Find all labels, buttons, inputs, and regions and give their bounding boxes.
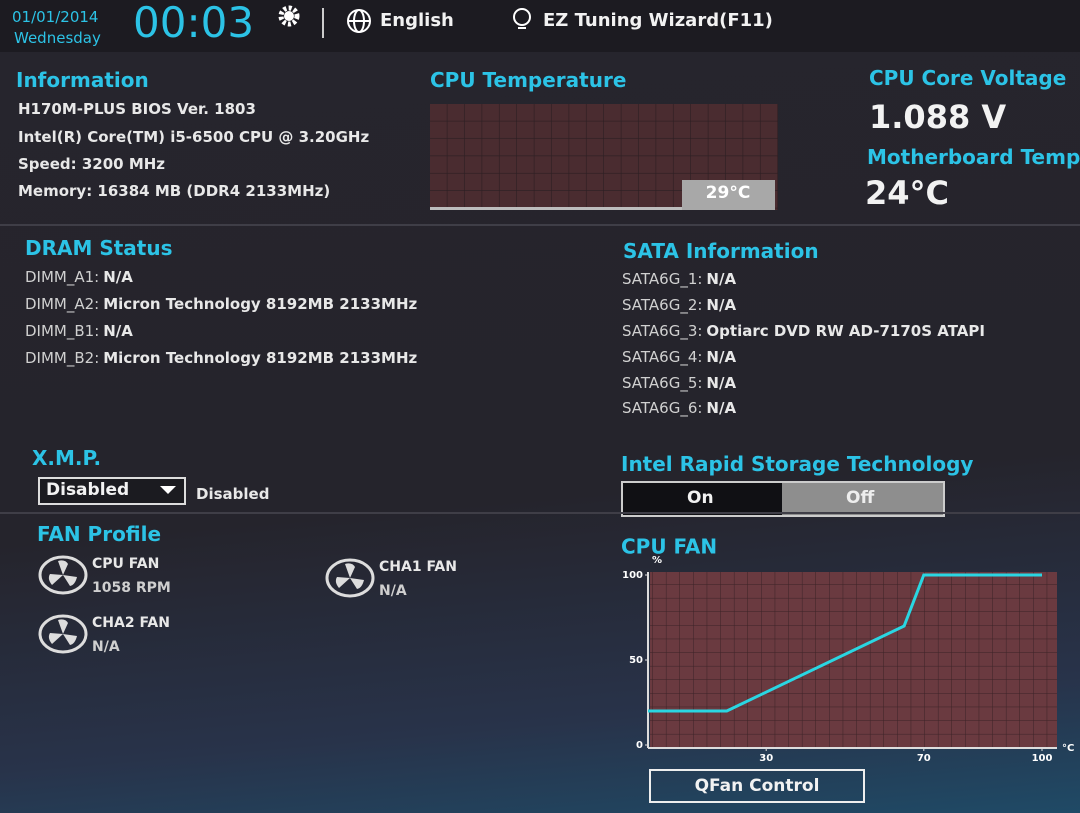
row: SATA6G_5: N/A xyxy=(622,374,736,392)
plot-area xyxy=(650,572,1057,748)
temperature-graph: 29°C xyxy=(430,104,778,210)
row: DIMM_A1: N/A xyxy=(25,268,133,286)
x-tick-label: 70 xyxy=(917,753,931,764)
voltage-value: 1.088 V xyxy=(869,98,1007,136)
bulb-icon[interactable] xyxy=(510,6,534,34)
row-label: DIMM_A2: xyxy=(25,295,100,313)
fan-icon xyxy=(325,558,375,598)
fan-icon xyxy=(38,614,88,654)
language[interactable]: English xyxy=(380,10,454,31)
chart-title: CPU FAN xyxy=(621,535,717,559)
row-label: DIMM_B2: xyxy=(25,349,100,367)
row-label: SATA6G_1: xyxy=(622,270,703,288)
fan-name: CHA2 FAN xyxy=(92,615,170,631)
info-line: Memory: 16384 MB (DDR4 2133MHz) xyxy=(18,182,331,200)
row-value: N/A xyxy=(706,399,737,417)
top-bar xyxy=(0,0,1080,52)
section-title: SATA Information xyxy=(623,239,819,263)
separator xyxy=(0,224,1080,226)
fan-name: CPU FAN xyxy=(92,556,160,572)
section-title: CPU Core Voltage xyxy=(869,66,1067,90)
info-line: Speed: 3200 MHz xyxy=(18,155,166,173)
x-axis-label: °C xyxy=(1062,743,1074,754)
section-title: CPU Temperature xyxy=(430,68,627,92)
fan-value: N/A xyxy=(379,583,407,599)
section-title: Intel Rapid Storage Technology xyxy=(621,452,974,476)
select-value: Disabled xyxy=(46,480,130,500)
row-label: SATA6G_6: xyxy=(622,399,703,417)
temperature-reading: 29°C xyxy=(706,183,751,203)
row-value: N/A xyxy=(706,374,737,392)
y-axis-label: % xyxy=(652,555,662,566)
row: DIMM_B2: Micron Technology 8192MB 2133MHz xyxy=(25,349,417,367)
toggle-off[interactable]: Off xyxy=(846,488,875,508)
section-title: X.M.P. xyxy=(32,446,102,470)
section-title: Motherboard Temperature xyxy=(867,145,1080,169)
clock: 00:03 xyxy=(133,0,255,47)
y-tick-label: 100 xyxy=(622,570,643,581)
settings-icon[interactable] xyxy=(276,3,302,29)
row-value: Optiarc DVD RW AD-7170S ATAPI xyxy=(706,322,985,340)
row-value: N/A xyxy=(706,270,737,288)
row-label: SATA6G_5: xyxy=(622,374,703,392)
fan-curve xyxy=(648,573,1042,713)
fan-icon xyxy=(38,555,88,595)
row: SATA6G_2: N/A xyxy=(622,296,736,314)
mb-temperature-value: 24°C xyxy=(865,174,950,212)
row: SATA6G_6: N/A xyxy=(622,399,736,417)
fan-value: N/A xyxy=(92,639,120,655)
ez-tuning-wizard[interactable]: EZ Tuning Wizard(F11) xyxy=(543,10,773,31)
row: SATA6G_4: N/A xyxy=(622,348,736,366)
row: DIMM_A2: Micron Technology 8192MB 2133MHz xyxy=(25,295,417,313)
row-value: N/A xyxy=(706,296,737,314)
row-label: DIMM_A1: xyxy=(25,268,100,286)
irst-toggle[interactable]: On Off xyxy=(621,481,945,517)
globe-icon[interactable] xyxy=(344,8,374,34)
info-line: H170M-PLUS BIOS Ver. 1803 xyxy=(18,100,256,118)
section-title: DRAM Status xyxy=(25,236,173,260)
info-line: Intel(R) Core(TM) i5-6500 CPU @ 3.20GHz xyxy=(18,128,370,146)
toggle-off-bg xyxy=(782,483,943,515)
row: SATA6G_1: N/A xyxy=(622,270,736,288)
row-value: N/A xyxy=(103,322,133,340)
row-value: Micron Technology 8192MB 2133MHz xyxy=(103,295,418,313)
voltage-panel: CPU Core Voltage 1.088 V Motherboard Tem… xyxy=(865,62,1080,222)
xmp-select[interactable]: Disabled xyxy=(38,477,186,505)
row-label: SATA6G_4: xyxy=(622,348,703,366)
fan-value: 1058 RPM xyxy=(92,580,171,596)
y-tick-label: 50 xyxy=(629,655,643,666)
row-label: SATA6G_3: xyxy=(622,322,703,340)
row-value: N/A xyxy=(103,268,133,286)
row-value: Micron Technology 8192MB 2133MHz xyxy=(103,349,418,367)
row: DIMM_B1: N/A xyxy=(25,322,133,340)
xmp-status: Disabled xyxy=(196,485,270,503)
row: SATA6G_3: Optiarc DVD RW AD-7170S ATAPI xyxy=(622,322,985,340)
fan-name: CHA1 FAN xyxy=(379,559,457,575)
date: 01/01/2014 xyxy=(12,8,99,26)
divider xyxy=(322,8,324,38)
x-tick-label: 100 xyxy=(1032,753,1053,764)
x-tick-label: 30 xyxy=(759,753,773,764)
dropdown-arrow xyxy=(160,486,176,494)
toggle-on[interactable]: On xyxy=(687,488,714,508)
section-title: Information xyxy=(16,68,149,92)
separator xyxy=(0,512,1080,514)
day: Wednesday xyxy=(14,29,101,47)
qfan-button[interactable]: QFan Control xyxy=(649,769,865,803)
section-title: FAN Profile xyxy=(37,522,162,546)
y-tick-label: 0 xyxy=(636,740,643,751)
row-value: N/A xyxy=(706,348,737,366)
row-label: DIMM_B1: xyxy=(25,322,100,340)
row-label: SATA6G_2: xyxy=(622,296,703,314)
